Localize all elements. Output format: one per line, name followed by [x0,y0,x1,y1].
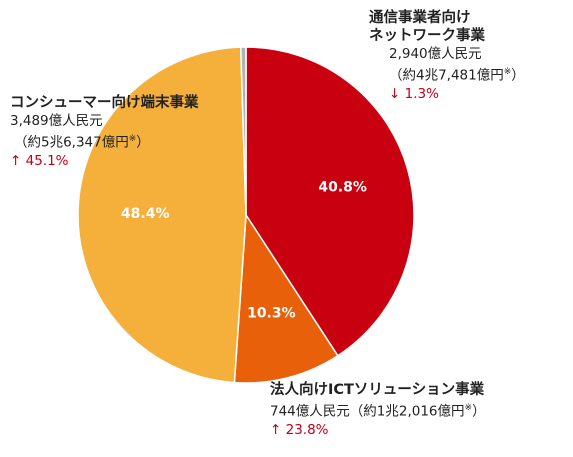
consumer-name: コンシューマー向け端末事業 [10,95,199,111]
pie-slice-1 [233,212,339,384]
network-name-line2: ネットワーク事業 [369,28,485,44]
ict-amount: 744億人民元（約1兆2,016億円※） [270,403,486,420]
ict-name: 法人向けICTソリューション事業 [270,382,485,398]
label-consumer-business: コンシューマー向け端末事業 3,489億人民元 （約5兆6,347億円※） ↑ … [10,94,199,170]
network-amount: 2,940億人民元 [389,46,482,62]
consumer-change: ↑ 45.1% [10,152,69,169]
network-yen: （約4兆7,481億円※） [389,67,525,84]
network-change: ↓ 1.3% [389,85,439,102]
network-name-line1: 通信事業者向け [369,10,471,26]
consumer-amount: 3,489億人民元 [10,113,103,129]
label-ict-business: 法人向けICTソリューション事業 744億人民元（約1兆2,016億円※） ↑ … [270,381,486,439]
label-network-business: 通信事業者向け ネットワーク事業 2,940億人民元 （約4兆7,481億円※）… [369,9,525,103]
pie-slice-3 [239,46,247,216]
pie-slice-label-0: 40.8% [318,179,367,195]
ict-change: ↑ 23.8% [270,421,329,438]
pie-slice-label-1: 10.3% [247,306,296,322]
pie-slice-2 [77,46,247,384]
consumer-yen: （約5兆6,347億円※） [14,134,150,151]
pie-slice-label-2: 48.4% [121,206,170,222]
